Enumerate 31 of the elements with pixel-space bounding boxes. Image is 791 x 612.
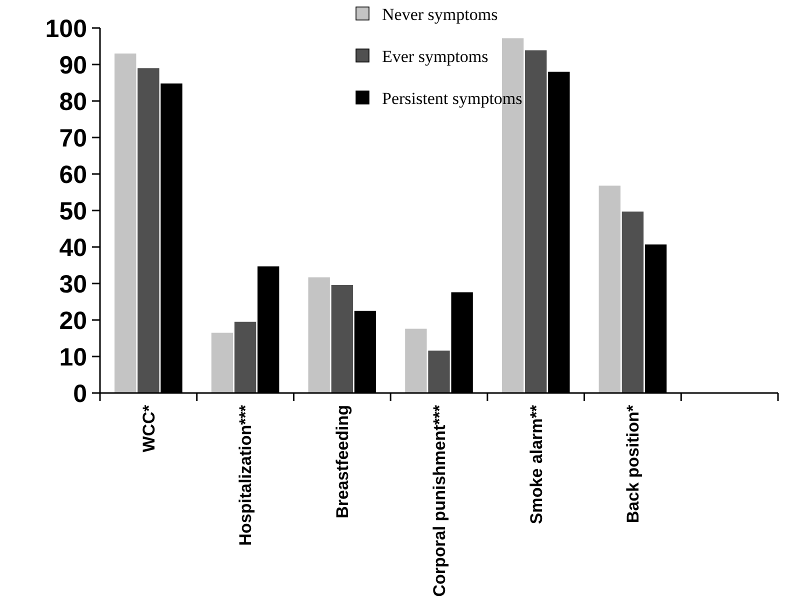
legend-label: Never symptoms (382, 4, 498, 24)
x-tick-label: Corporal punishment*** (430, 404, 449, 597)
bar (622, 212, 644, 393)
y-tick-label: 80 (59, 88, 87, 116)
bar (138, 68, 160, 393)
x-tick-label: Back position* (624, 404, 643, 524)
bar (525, 50, 547, 393)
legend-label: Persistent symptoms (382, 88, 522, 108)
legend-label: Ever symptoms (382, 46, 488, 66)
y-tick-label: 40 (59, 234, 87, 262)
bar (308, 277, 330, 393)
x-tick-label: Hospitalization*** (236, 404, 256, 546)
bar (428, 350, 450, 393)
y-tick-label: 20 (59, 306, 87, 335)
y-tick-label: 30 (59, 270, 87, 298)
y-tick-label: 100 (45, 14, 87, 43)
x-tick-label: WCC* (139, 404, 158, 452)
y-tick-label: 60 (59, 160, 87, 189)
y-tick-label: 10 (59, 343, 87, 372)
y-tick-label: 50 (59, 197, 87, 226)
bar (331, 284, 353, 393)
bar (405, 328, 427, 393)
bar (234, 322, 256, 393)
x-tick-label: Smoke alarm** (526, 404, 546, 524)
bar (114, 54, 136, 393)
y-tick-label: 70 (59, 124, 87, 152)
y-tick-label: 90 (59, 51, 87, 80)
bar (598, 186, 620, 393)
bar (211, 332, 234, 393)
y-tick-label: 0 (73, 380, 87, 408)
x-tick-label: Breastfeeding (333, 405, 352, 518)
